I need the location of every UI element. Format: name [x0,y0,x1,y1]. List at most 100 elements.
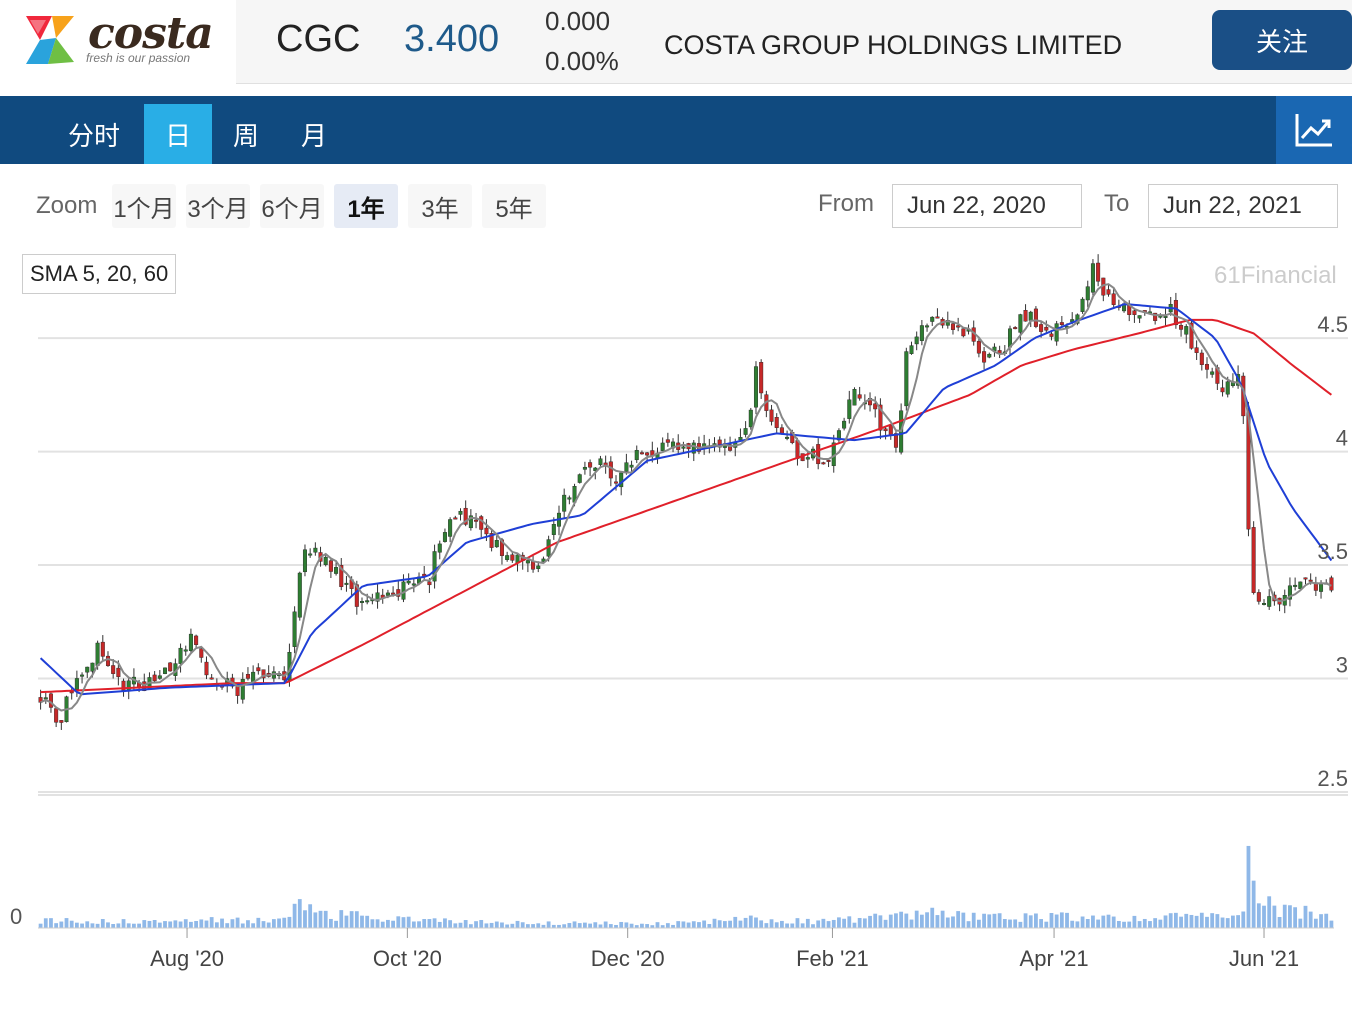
volume-bar [1075,921,1080,928]
follow-button[interactable]: 关注 [1212,10,1352,70]
volume-bar [230,919,235,928]
indicator-selector[interactable]: SMA 5, 20, 60 [22,254,177,294]
volume-bar [868,915,872,928]
from-date-input[interactable] [892,184,1082,228]
volume-bar [624,922,629,928]
candle-body [769,409,774,422]
candle-body [85,666,90,673]
volume-bar [665,923,670,928]
volume-bar [142,920,147,928]
volume-bar [349,911,354,928]
candle-body [826,459,831,462]
volume-bar [800,923,805,928]
candle-body [453,517,458,520]
volume-bar [1277,916,1282,928]
zoom-3m-button[interactable]: 3个月 [186,184,250,228]
tab-intraday[interactable]: 分时 [67,120,120,151]
volume-bar [1096,919,1101,928]
volume-bar [795,918,800,928]
candle-body [313,547,318,553]
volume-bar [857,917,862,928]
tab-monthly[interactable]: 月 [300,120,327,151]
tab-daily[interactable]: 日 [144,104,212,164]
candle-body [479,516,484,530]
volume-bar [510,923,515,928]
volume-bar [676,921,681,928]
zoom-1m-button[interactable]: 1个月 [112,184,176,228]
volume-bar [650,925,655,928]
volume-bar [297,899,302,928]
volume-bar [204,920,209,928]
candle-body [816,444,821,465]
candle-body [567,497,572,500]
volume-bar [780,920,784,928]
volume-bar [168,921,173,928]
candle-body [1319,583,1324,592]
candle-body [463,507,468,525]
volume-bar [100,919,105,928]
volume-bar [163,921,167,928]
volume-bar [90,923,95,928]
zoom-3y-button[interactable]: 3年 [408,184,472,228]
zoom-5y-button[interactable]: 5年 [482,184,546,228]
candlesticks [38,254,1334,730]
volume-bar [240,923,245,928]
volume-bar [1065,912,1069,928]
volume-bar [489,922,494,928]
candle-body [1137,315,1142,319]
candle-body [510,554,515,561]
candle-body [847,399,852,419]
volume-bar [987,914,992,928]
volume-bar [396,916,401,928]
zoom-1y-button[interactable]: 1年 [334,184,398,228]
candle-body [883,428,888,432]
tab-weekly[interactable]: 周 [232,120,259,151]
candle-body [551,524,556,535]
volume-bar [1013,919,1018,928]
candle-body [468,515,473,529]
candle-body [1194,347,1199,353]
candle-body [976,340,981,354]
x-tick-label: Apr '21 [1020,946,1089,971]
volume-bar [1293,907,1298,928]
volume-bar [1163,915,1168,928]
volume-bar [645,924,650,928]
volume-bar [303,910,307,928]
volume-bar [1199,912,1204,928]
costa-logo-icon [26,16,74,64]
x-tick-label: Oct '20 [373,946,442,971]
volume-bar [1288,905,1292,928]
volume-bar [1049,913,1054,928]
volume-bar [567,923,572,928]
candle-body [541,558,546,562]
chart-type-button[interactable] [1276,96,1352,164]
candle-body [43,697,48,700]
volume-bar [69,920,74,928]
candle-body [105,655,110,667]
volume-bar [375,919,380,928]
to-date-input[interactable] [1148,184,1338,228]
volume-bar [593,922,598,928]
candle-body [1246,410,1251,530]
volume-bar [598,924,603,928]
candle-body [292,611,297,647]
candle-body [90,662,95,672]
volume-bar [1168,913,1173,928]
candle-body [458,510,463,515]
candle-body [1256,592,1261,602]
candle-body [562,494,567,512]
price-chart[interactable]: 4.5 4 3.5 3 2.5 0 Aug '20 Oct '20 Dec '20 Feb '2… [0,240,1352,980]
volume-bar [961,912,966,928]
volume-bar [821,918,826,928]
candle-body [536,565,541,569]
volume-bar [976,919,981,928]
candle-body [308,553,313,556]
volume-bar [339,910,344,928]
candle-body [95,642,100,666]
candle-body [935,316,940,319]
zoom-6m-button[interactable]: 6个月 [260,184,324,228]
candle-body [344,582,349,585]
volume-bar [878,915,883,928]
candle-body [194,635,199,645]
volume-bar [313,912,318,928]
